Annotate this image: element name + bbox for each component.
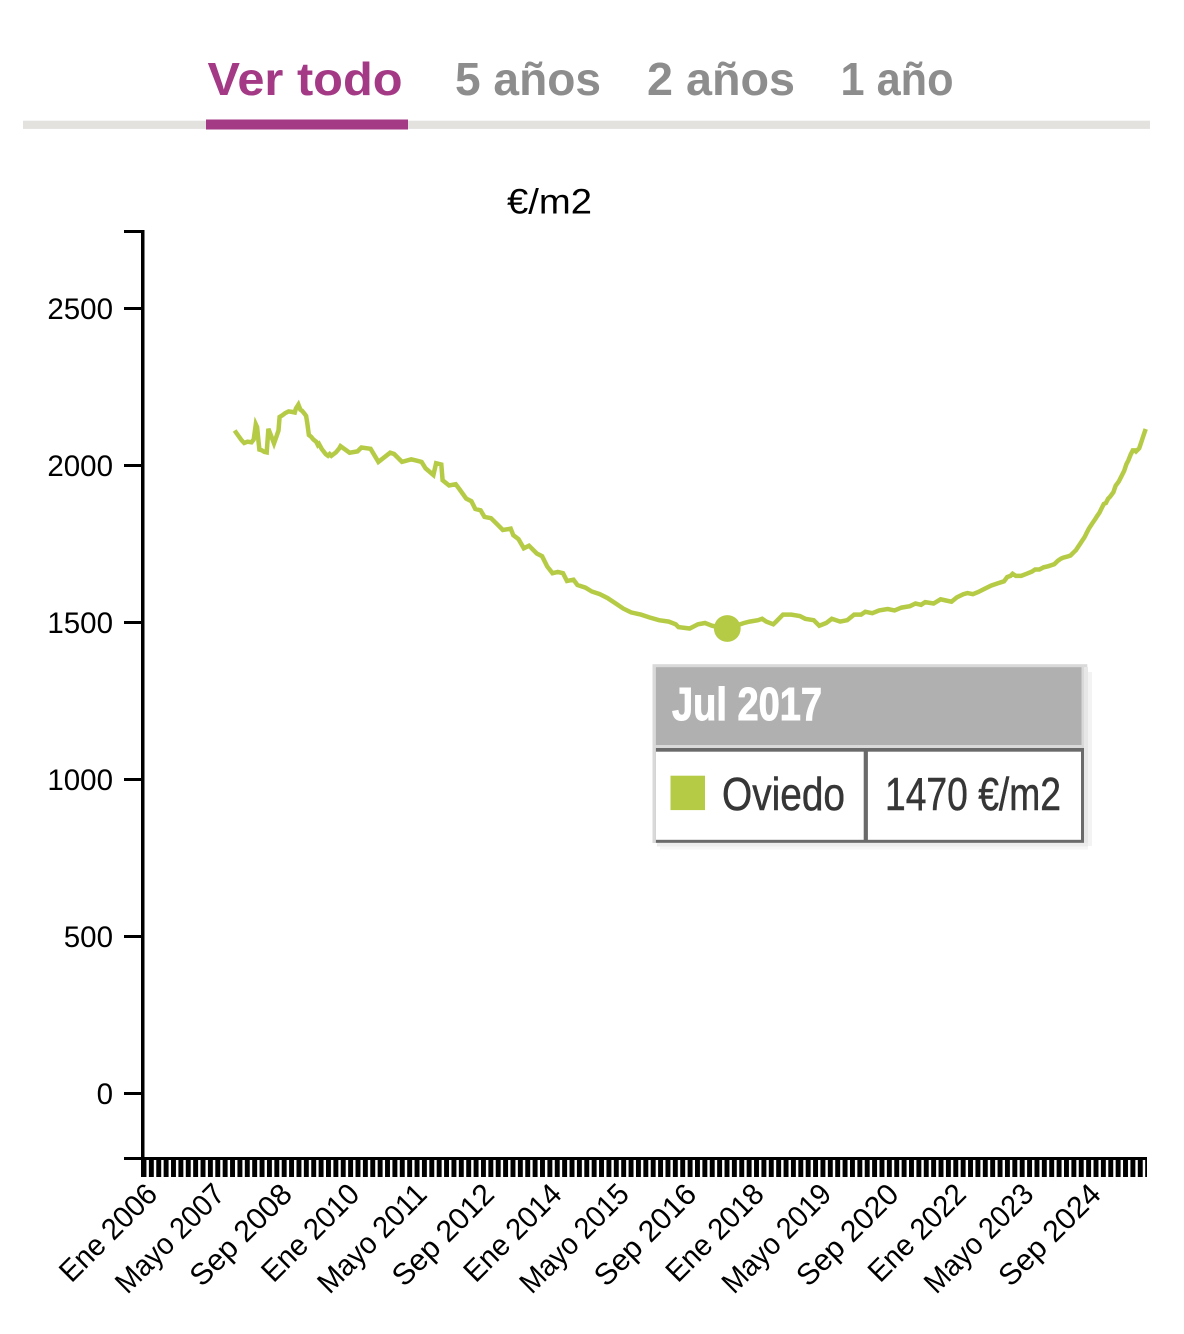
svg-text:Ver todo: Ver todo [208, 53, 403, 105]
svg-text:5 años: 5 años [455, 53, 601, 105]
svg-text:Oviedo: Oviedo [722, 768, 845, 820]
svg-text:500: 500 [64, 921, 113, 954]
svg-text:2000: 2000 [47, 450, 113, 483]
svg-text:Jul 2017: Jul 2017 [672, 678, 822, 730]
svg-text:1470 €/m2: 1470 €/m2 [885, 768, 1061, 820]
svg-text:1 año: 1 año [841, 53, 954, 105]
svg-text:1500: 1500 [47, 607, 113, 640]
svg-text:1000: 1000 [47, 764, 113, 797]
svg-text:€/m2: €/m2 [507, 183, 592, 222]
svg-text:2500: 2500 [47, 293, 113, 326]
svg-text:2 años: 2 años [647, 53, 795, 105]
svg-text:0: 0 [97, 1078, 113, 1111]
